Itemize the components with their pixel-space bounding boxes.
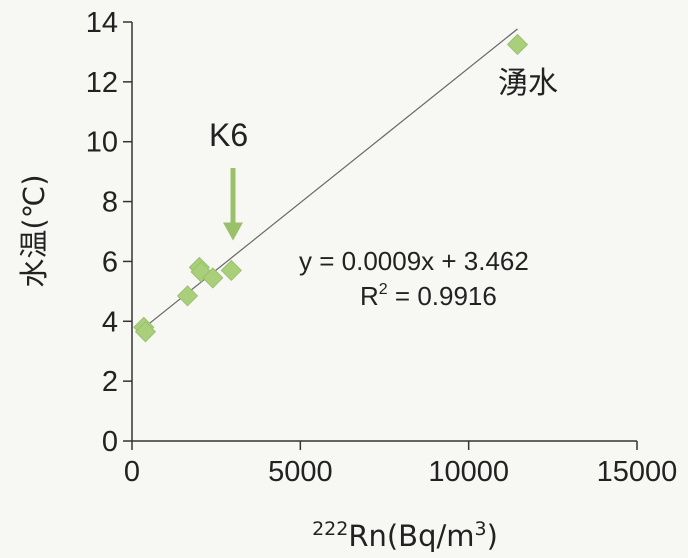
data-point [220,259,242,281]
r-squared-exponent: 2 [379,281,388,298]
x-axis-title-main: Rn(Bq/m [348,519,474,553]
axes [131,22,637,442]
y-tick-label: 6 [102,246,118,278]
y-tick-label: 8 [102,187,118,219]
y-ticks: 0 2 4 6 8 10 12 14 [86,7,132,458]
data-point [202,267,224,289]
y-axis-title: 水温(℃) [17,174,51,287]
data-point [176,285,199,307]
data-point [506,33,529,56]
x-tick-label: 5000 [268,456,333,488]
spring-water-label: 湧水 [498,67,558,100]
k6-arrow [223,168,243,241]
x-tick-label: 15000 [597,456,678,488]
y-tick-label: 0 [102,426,118,458]
y-tick-label: 12 [86,67,118,99]
x-axis-title: 222Rn(Bq/m3) [312,518,498,553]
k6-label: K6 [209,117,248,153]
y-tick-label: 14 [86,7,118,39]
y-tick-label: 10 [86,127,118,159]
data-points [133,33,529,343]
r-squared-value: = 0.9916 [388,281,497,311]
x-axis-title-superscript: 222 [312,518,348,540]
data-point [134,321,157,343]
x-axis-title-close: ) [487,519,498,553]
regression-equation: y = 0.0009x + 3.462 [299,246,529,276]
x-tick-label: 0 [124,456,140,488]
x-axis-title-exponent: 3 [475,518,487,540]
r-squared-r: R [360,281,379,311]
x-ticks: 0 5000 10000 15000 [124,441,677,488]
k6-arrow-head [223,222,243,241]
y-tick-label: 4 [102,306,118,338]
x-tick-label: 10000 [428,456,509,488]
y-tick-label: 2 [102,366,118,398]
r-squared-label: R2 = 0.9916 [360,281,497,311]
